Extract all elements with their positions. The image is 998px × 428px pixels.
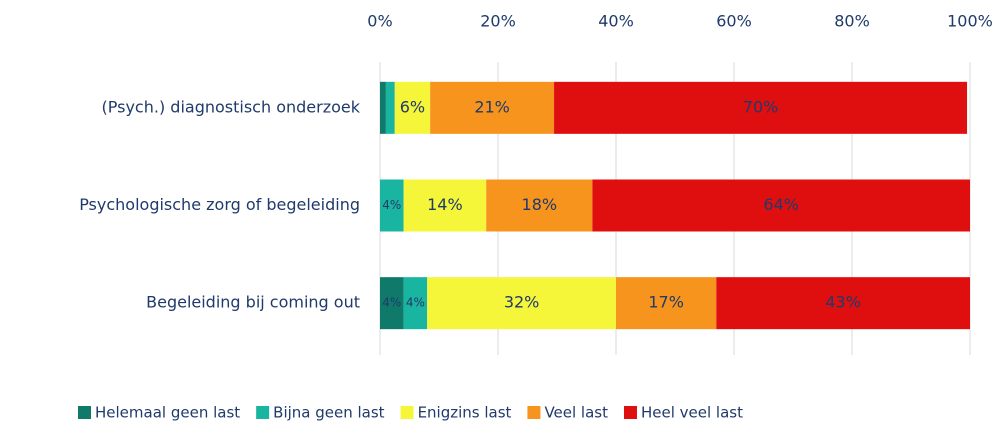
- x-tick-label: 80%: [834, 12, 870, 31]
- data-label: 70%: [743, 97, 779, 116]
- bar-segment: [616, 277, 717, 330]
- data-label: 14%: [427, 195, 463, 214]
- legend-swatch: [400, 406, 414, 419]
- data-label: 32%: [504, 293, 540, 312]
- x-tick-label: 60%: [716, 12, 752, 31]
- legend-label: Heel veel last: [641, 404, 743, 422]
- legend-swatch: [623, 406, 637, 419]
- data-label: 4%: [382, 296, 401, 310]
- x-tick-label: 0%: [367, 12, 392, 31]
- legend-label: Helemaal geen last: [95, 404, 240, 422]
- bar-segment: [394, 81, 431, 134]
- data-label: 43%: [825, 293, 861, 312]
- data-label: 21%: [474, 97, 510, 116]
- x-tick-label: 20%: [480, 12, 516, 31]
- y-tick-label: Psychologische zorg of begeleiding: [79, 195, 360, 214]
- bar-segment: [430, 81, 555, 134]
- x-tick-label: 40%: [598, 12, 634, 31]
- bar-segment: [385, 81, 395, 134]
- legend-swatch: [256, 406, 270, 419]
- y-tick-label: (Psych.) diagnostisch onderzoek: [102, 97, 361, 116]
- legend-swatch: [527, 406, 541, 419]
- data-label: 18%: [522, 195, 558, 214]
- bar-segment: [380, 81, 386, 134]
- bar-segment: [380, 277, 404, 330]
- bar-segment: [403, 179, 487, 232]
- bar-segment: [403, 277, 428, 330]
- bar-segment: [486, 179, 593, 232]
- bar-segment: [554, 81, 968, 134]
- legend-swatch: [78, 406, 91, 419]
- legend-label: Bijna geen last: [273, 404, 385, 422]
- legend-label: Enigzins last: [418, 404, 512, 422]
- data-label: 64%: [763, 195, 799, 214]
- x-tick-label: 100%: [947, 12, 993, 31]
- bar-segment: [427, 277, 616, 330]
- bar-segment: [380, 179, 404, 232]
- legend-label: Veel last: [544, 404, 608, 422]
- bar-segment: [592, 179, 970, 232]
- data-label: 4%: [406, 296, 425, 310]
- bar-segment: [716, 277, 970, 330]
- data-label: 6%: [400, 97, 425, 116]
- data-label: 4%: [382, 198, 401, 212]
- data-label: 17%: [648, 293, 684, 312]
- y-tick-label: Begeleiding bij coming out: [146, 293, 360, 312]
